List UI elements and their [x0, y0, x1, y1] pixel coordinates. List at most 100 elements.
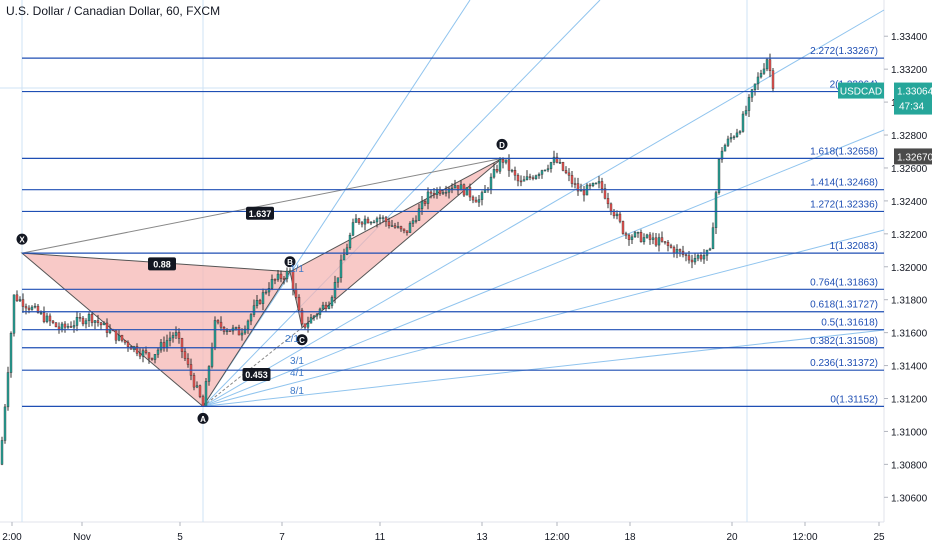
candle-body	[174, 332, 178, 336]
y-tick-label: 1.30800	[891, 460, 928, 471]
candle-body	[720, 150, 724, 160]
pattern-ratio-label: 1.637	[249, 209, 272, 219]
candle-body	[546, 168, 550, 171]
candle-body	[492, 169, 496, 178]
x-tick-label: 7	[279, 532, 285, 543]
candle-body	[279, 273, 283, 279]
pattern-ratio-pill	[242, 368, 271, 382]
candle-body	[249, 314, 253, 322]
pattern-point-marker	[296, 334, 308, 346]
candle-body	[684, 254, 688, 256]
gann-fan-line	[202, 0, 471, 407]
fib-label: 0.5(1.31618)	[821, 318, 878, 329]
candle-body	[666, 242, 670, 246]
candle-body	[501, 159, 505, 163]
candle-body	[90, 314, 94, 323]
x-tick-label: 12:00	[792, 532, 817, 543]
candle-body	[576, 183, 580, 192]
candle-body	[228, 330, 232, 333]
candle-body	[63, 323, 67, 328]
candle-body	[465, 187, 469, 196]
candle-body	[738, 131, 742, 134]
candle-body	[186, 358, 190, 365]
candle-body	[474, 199, 478, 203]
candle-body	[108, 329, 112, 333]
y-tick-label: 1.31400	[891, 362, 928, 373]
y-tick-label: 1.31600	[891, 329, 928, 340]
candle-body	[36, 305, 40, 313]
candle-body	[687, 255, 691, 261]
candle-body	[177, 332, 181, 339]
candle-body	[660, 237, 664, 242]
candle-body	[375, 218, 379, 223]
candle-body	[282, 278, 286, 280]
candle-body	[633, 232, 637, 238]
y-tick-label: 1.32400	[891, 197, 928, 208]
candle-body	[60, 323, 64, 330]
candle-body	[348, 234, 352, 249]
candle-body	[225, 330, 229, 333]
candle-body	[636, 232, 640, 234]
candle-body	[468, 187, 472, 198]
candle-body	[42, 312, 46, 322]
candle-body	[453, 185, 457, 189]
candle-body	[30, 306, 34, 310]
last-price-label: 1.33064	[897, 87, 932, 98]
fib-label: 0(1.31152)	[830, 394, 878, 405]
candle-body	[144, 350, 148, 353]
candle-body	[75, 317, 79, 326]
candle-body	[390, 225, 394, 227]
candle-body	[450, 187, 454, 190]
candle-body	[303, 323, 307, 328]
candle-body	[378, 217, 382, 219]
gann-fan-line	[202, 329, 885, 407]
candle-body	[651, 237, 655, 240]
candle-body	[519, 180, 523, 183]
candle-body	[156, 349, 160, 355]
candle-body	[153, 354, 157, 360]
pattern-xd-line	[21, 157, 503, 254]
candle-body	[66, 326, 70, 328]
x-tick-label: Nov	[73, 532, 91, 543]
candle-body	[549, 162, 553, 169]
candle-body	[240, 332, 244, 336]
candle-body	[621, 221, 625, 234]
candle-body	[498, 159, 502, 172]
candle-body	[591, 182, 595, 186]
y-tick-label: 1.33400	[891, 32, 928, 43]
candle-body	[768, 59, 772, 71]
candle-body	[360, 222, 364, 225]
candle-body	[69, 326, 73, 328]
candle-body	[33, 305, 37, 308]
pattern-point-label: A	[200, 415, 206, 424]
candle-body	[513, 170, 517, 176]
candle-body	[207, 366, 211, 382]
candle-body	[339, 259, 343, 278]
pattern-ratio-label: 0.453	[245, 370, 268, 380]
candle-body	[417, 208, 421, 221]
candle-body	[255, 300, 259, 306]
candle-body	[243, 328, 247, 334]
candle-body	[276, 273, 280, 280]
candle-body	[18, 299, 22, 302]
candle-body	[3, 406, 7, 441]
candle-body	[534, 175, 538, 179]
fib-label: 1.272(1.32336)	[810, 199, 878, 210]
candle-body	[432, 192, 436, 195]
candle-body	[306, 323, 310, 328]
candle-body	[522, 179, 526, 182]
pattern-point-label: X	[19, 236, 25, 245]
candle-body	[285, 270, 289, 280]
candle-body	[6, 372, 10, 408]
fib-label: 0.236(1.31372)	[810, 358, 878, 369]
candle-body	[606, 198, 610, 205]
pattern-ratio-pill	[246, 206, 274, 220]
candle-body	[192, 375, 196, 388]
candle-body	[426, 191, 430, 204]
candle-body	[615, 213, 619, 217]
candle-body	[402, 228, 406, 231]
candle-body	[162, 342, 166, 348]
pattern-point-label: B	[287, 258, 293, 267]
chart-title: U.S. Dollar / Canadian Dollar, 60, FXCM	[6, 4, 221, 18]
